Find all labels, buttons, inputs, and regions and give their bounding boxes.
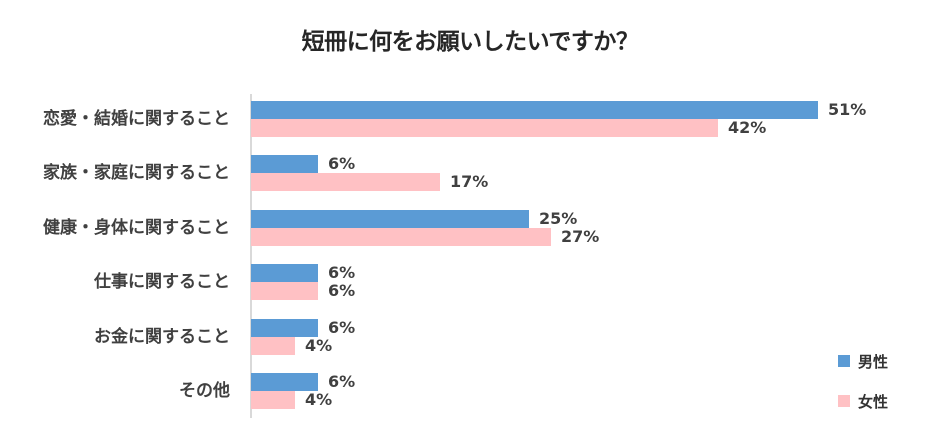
value-label-male: 6% [328, 317, 356, 337]
category-label: その他 [179, 381, 230, 401]
bar-female [251, 391, 295, 409]
chart-title: 短冊に何をお願いしたいですか？ [301, 29, 639, 55]
value-label-male: 6% [328, 263, 356, 283]
legend-label-male: 男性 [858, 352, 889, 371]
bar-male [251, 101, 818, 119]
bar-female [251, 173, 440, 192]
value-label-female: 4% [305, 390, 333, 409]
legend-item-male: 男性 [838, 353, 888, 371]
value-label-male: 6% [328, 372, 356, 391]
legend-label-female: 女性 [858, 392, 889, 411]
value-label-female: 27% [561, 226, 600, 246]
category-label: 家族・家庭に関すること [43, 163, 230, 184]
bar-male [251, 209, 529, 228]
bar-male [251, 318, 318, 337]
bar-male [251, 264, 318, 283]
category-label: 仕事に関すること [94, 272, 230, 293]
legend-swatch-female-icon [838, 395, 850, 407]
bar-female [251, 119, 718, 137]
bar-male [251, 155, 318, 174]
value-label-male: 6% [328, 154, 356, 174]
value-label-female: 6% [328, 281, 356, 301]
value-label-female: 42% [728, 118, 767, 137]
bar-female [251, 336, 295, 355]
bar-male [251, 373, 318, 391]
bar-female [251, 282, 318, 301]
value-label-female: 17% [450, 172, 489, 192]
value-label-male: 51% [828, 100, 867, 119]
y-axis-line [250, 94, 252, 418]
category-label: お金に関すること [94, 326, 230, 347]
legend-swatch-male-icon [838, 355, 850, 367]
value-label-female: 4% [305, 335, 333, 355]
category-label: 健康・身体に関すること [43, 217, 230, 238]
legend-item-female: 女性 [838, 393, 888, 411]
bar-female [251, 227, 551, 246]
value-label-male: 25% [539, 208, 578, 228]
category-label: 恋愛・結婚に関すること [43, 109, 230, 129]
